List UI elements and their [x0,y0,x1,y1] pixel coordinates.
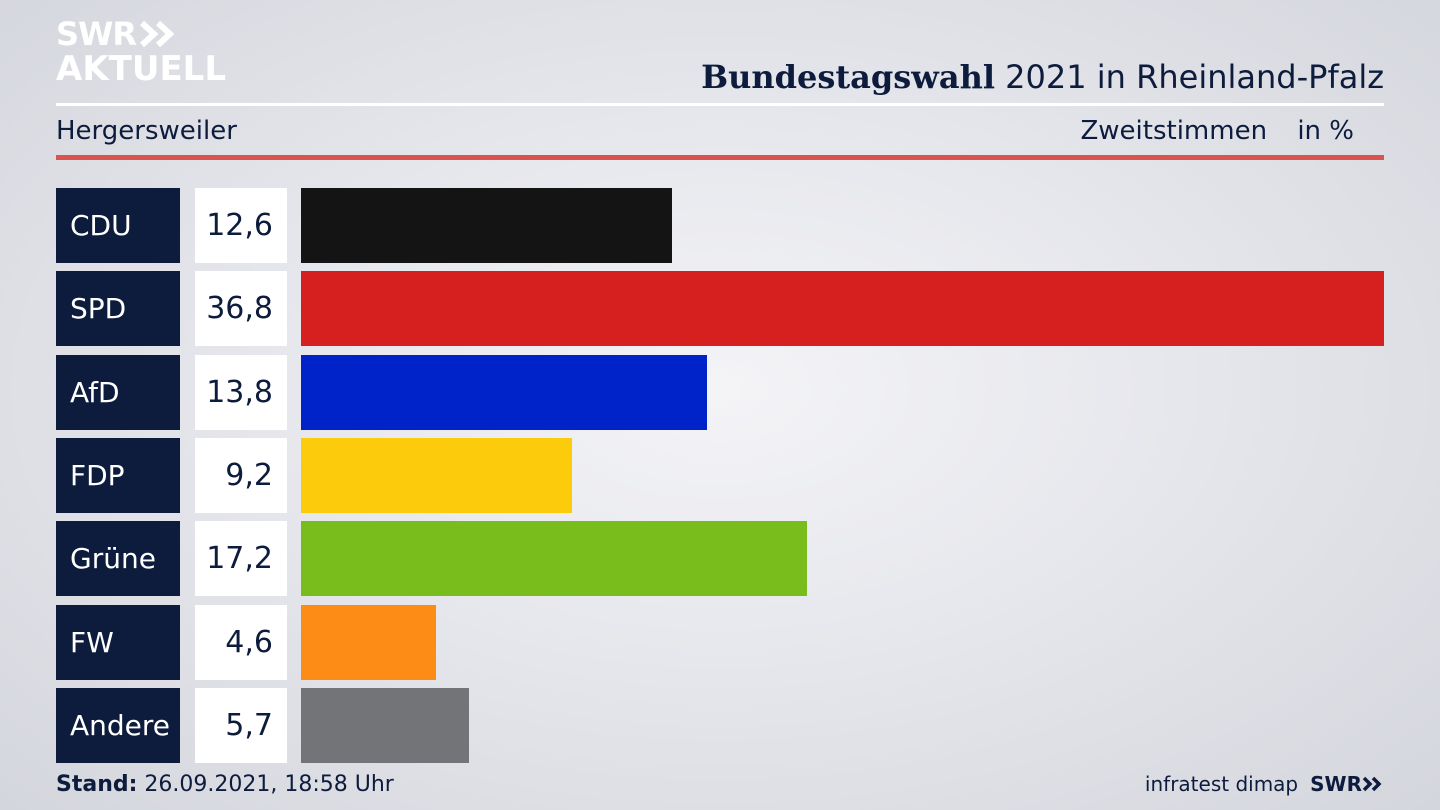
bar-row-fdp: FDP 9,2 [56,438,1384,513]
unit-label: in % [1297,116,1354,146]
bar-row-fw: FW 4,6 [56,605,1384,680]
header-divider [56,103,1384,106]
value-label: 36,8 [195,271,287,346]
bar [301,521,807,596]
timestamp: Stand: 26.09.2021, 18:58 Uhr [56,772,394,797]
logo-text-swr: SWR [56,15,137,53]
bar [301,271,1384,346]
footer-logo-text: SWR [1310,772,1362,796]
source-credit: infratest dimap SWR [1145,772,1384,796]
bar-row-andere: Andere 5,7 [56,688,1384,763]
bar-row-cdu: CDU 12,6 [56,188,1384,263]
bar-row-afd: AfD 13,8 [56,355,1384,430]
value-label: 17,2 [195,521,287,596]
bar [301,605,436,680]
swr-aktuell-logo: SWR AKTUELL [56,18,226,86]
metric-header: Zweitstimmen in % [1080,116,1354,146]
bar-row-spd: SPD 36,8 [56,271,1384,346]
stand-value: 26.09.2021, 18:58 Uhr [144,772,394,797]
party-label: FDP [56,438,180,513]
party-label: AfD [56,355,180,430]
value-label: 5,7 [195,688,287,763]
source-name: infratest dimap [1144,772,1299,796]
party-label: Grüne [56,521,180,596]
accent-divider [56,155,1384,160]
value-label: 13,8 [195,355,287,430]
title-bold: Bundestagswahl [701,58,995,96]
logo-text-aktuell: AKTUELL [56,49,227,89]
swr-footer-logo: SWR [1310,772,1384,796]
bar [301,355,707,430]
value-label: 12,6 [195,188,287,263]
party-label: Andere [56,688,180,763]
bar [301,438,572,513]
region-name: Hergersweiler [56,116,237,146]
stand-label: Stand: [56,772,138,797]
chevron-double-icon [139,20,175,48]
bar [301,188,672,263]
metric-label: Zweitstimmen [1080,116,1268,146]
bar-row-grüne: Grüne 17,2 [56,521,1384,596]
value-label: 9,2 [195,438,287,513]
chevron-double-icon [1362,776,1382,792]
value-label: 4,6 [195,605,287,680]
bar [301,688,469,763]
page-title: Bundestagswahl 2021 in Rheinland-Pfalz [701,58,1384,96]
title-rest: 2021 in Rheinland-Pfalz [1005,58,1384,96]
party-label: CDU [56,188,180,263]
party-label: SPD [56,271,180,346]
party-label: FW [56,605,180,680]
